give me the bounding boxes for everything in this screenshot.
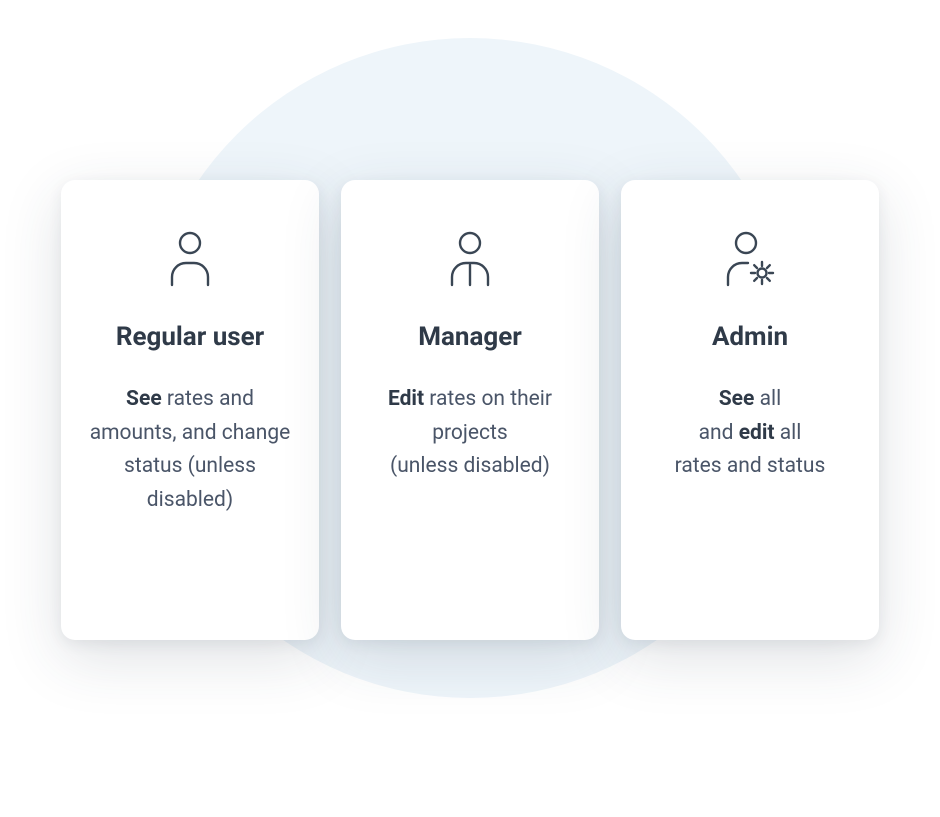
role-cards-row: Regular user See rates and amounts, and …	[61, 180, 879, 640]
card-title: Regular user	[116, 322, 264, 353]
manager-icon	[444, 224, 496, 294]
card-admin: Admin See alland edit allrates and statu…	[621, 180, 879, 640]
card-desc: See rates and amounts, and change status…	[87, 383, 293, 517]
card-title: Admin	[712, 322, 788, 353]
card-manager: Manager Edit rates on their projects(unl…	[341, 180, 599, 640]
card-title: Manager	[418, 322, 522, 353]
user-icon	[164, 224, 216, 294]
card-desc: See alland edit allrates and status	[675, 383, 826, 484]
card-desc: Edit rates on their projects(unless disa…	[367, 383, 573, 484]
card-regular-user: Regular user See rates and amounts, and …	[61, 180, 319, 640]
admin-icon	[720, 224, 780, 294]
